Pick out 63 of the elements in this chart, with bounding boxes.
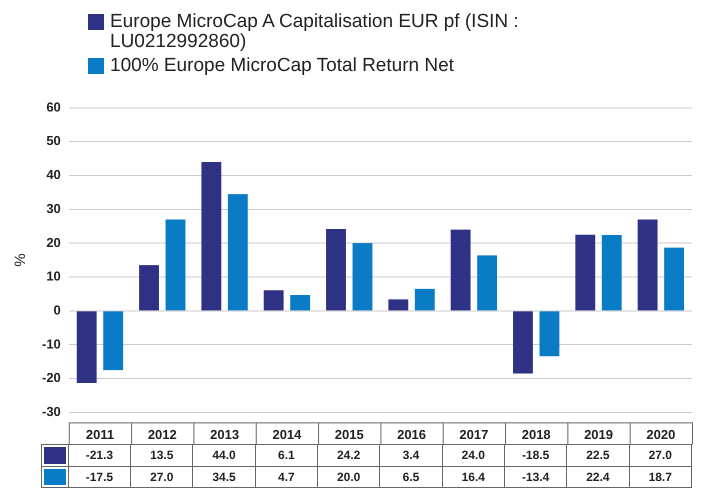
x-tick-label: 2018 — [522, 426, 551, 442]
data-label: 6.5 — [380, 467, 443, 488]
y-tick-label: 10 — [46, 268, 61, 284]
bar — [139, 265, 159, 310]
bar — [477, 255, 498, 310]
y-axis-title: % — [12, 253, 30, 267]
x-tick-label: 2016 — [397, 426, 426, 442]
y-tick-label: 60 — [46, 99, 61, 114]
bar — [326, 228, 346, 310]
y-tick-label: 0 — [54, 302, 61, 318]
y-tick-label: -10 — [42, 336, 61, 352]
x-tick-label: 2017 — [459, 426, 488, 442]
bar — [414, 288, 435, 310]
data-label: 18.7 — [630, 467, 692, 488]
bar — [76, 311, 97, 383]
bar — [540, 311, 560, 356]
data-label: 24.0 — [442, 445, 505, 466]
bar — [450, 230, 471, 310]
bar — [575, 234, 596, 310]
data-label: -17.5 — [68, 467, 132, 488]
legend-label: 100% Europe MicroCap Total Return Net — [110, 55, 454, 76]
data-label: 27.0 — [131, 467, 194, 488]
bar — [638, 219, 658, 310]
y-tick-label: 40 — [46, 167, 61, 182]
x-tick-label: 2013 — [210, 426, 240, 442]
data-label: 4.7 — [256, 467, 318, 488]
data-label: -13.4 — [504, 467, 568, 488]
y-tick-label: -20 — [42, 370, 61, 386]
bar — [664, 248, 684, 310]
bar — [602, 235, 622, 310]
y-tick-label: 20 — [46, 234, 61, 250]
y-tick-label: 30 — [46, 200, 61, 216]
bar — [513, 311, 533, 374]
bar — [166, 219, 186, 310]
x-tick-label: 2011 — [86, 426, 114, 442]
y-tick-label: -30 — [42, 404, 61, 419]
data-label: 27.0 — [630, 445, 692, 466]
bar — [228, 194, 248, 310]
x-tick-label: 2015 — [334, 426, 364, 442]
data-label: 44.0 — [193, 445, 256, 466]
x-tick-label: 2019 — [584, 426, 613, 442]
data-label: 6.1 — [256, 445, 318, 466]
bar — [201, 162, 222, 310]
x-tick-label: 2020 — [646, 426, 676, 442]
bar — [264, 290, 284, 310]
data-label: 22.4 — [567, 467, 630, 488]
data-label: -21.3 — [68, 445, 132, 466]
data-label: -18.5 — [504, 445, 568, 466]
y-tick-label: 50 — [46, 133, 61, 148]
x-tick-label: 2014 — [272, 426, 302, 442]
data-label: 20.0 — [318, 467, 380, 488]
data-label: 16.4 — [442, 467, 505, 488]
data-label: 24.2 — [318, 445, 380, 466]
data-label: 13.5 — [131, 445, 194, 466]
data-label: 3.4 — [380, 445, 443, 466]
bar — [352, 243, 372, 310]
data-label: 34.5 — [193, 467, 256, 488]
data-label: 22.5 — [567, 445, 630, 466]
x-tick-label: 2012 — [148, 426, 177, 442]
bar — [103, 311, 124, 370]
bar — [388, 299, 408, 310]
legend-label: Europe MicroCap A Capitalisation EUR pf (ISIN : LU0212992860) — [110, 11, 520, 52]
bar — [290, 294, 310, 310]
